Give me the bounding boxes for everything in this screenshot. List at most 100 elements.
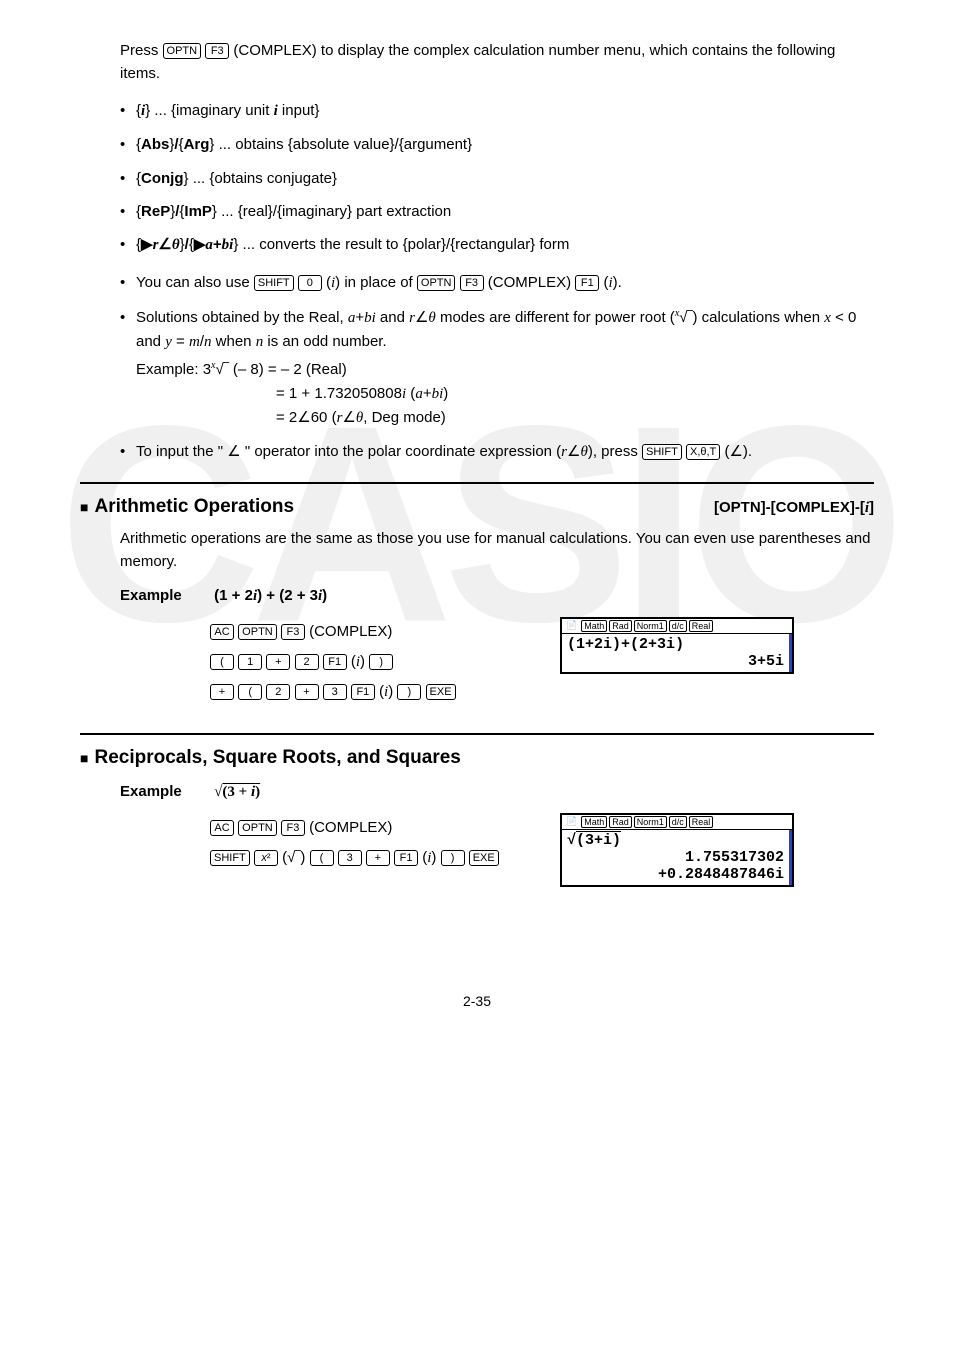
status-chip: Math (581, 620, 607, 632)
divider (80, 733, 874, 735)
key-f1: F1 (351, 684, 375, 700)
status-chip: Real (689, 620, 714, 632)
status-chip: d/c (669, 816, 687, 828)
title-text: Reciprocals, Square Roots, and Squares (94, 747, 460, 769)
status-chip: Rad (609, 816, 632, 828)
calc-body: (1+2i)+(2+3i) 3+5i (562, 634, 792, 672)
section-desc: Arithmetic operations are the same as th… (120, 528, 874, 573)
status-chip: Norm1 (634, 816, 667, 828)
note-text: (COMPLEX) (488, 274, 576, 291)
key-rparen: ) (397, 684, 421, 700)
status-chip: d/c (669, 620, 687, 632)
section-title: ■ Arithmetic Operations (80, 496, 294, 518)
intro-paragraph: Press OPTN F3 (COMPLEX) to display the c… (120, 40, 874, 85)
key-1: 1 (238, 654, 262, 670)
page-number: 2-35 (80, 993, 874, 1009)
key-shift: SHIFT (642, 444, 682, 460)
key-plus: + (366, 850, 390, 866)
menu-item: {i} ... {imaginary unit i input} (120, 99, 874, 123)
example-expr: √(3 + i) (214, 784, 260, 801)
key-3: 3 (323, 684, 347, 700)
key-ac: AC (210, 624, 234, 640)
key-exe: EXE (426, 684, 456, 700)
example-line: = 2∠60 (r∠θ, Deg mode) (276, 406, 874, 430)
key-rparen: ) (369, 654, 393, 670)
menu-item: {▶r∠θ}/{▶a+bi} ... converts the result t… (120, 233, 874, 257)
key-f1: F1 (394, 850, 418, 866)
key-label: (√‾) (282, 849, 305, 866)
key-label: (COMPLEX) (309, 819, 392, 836)
key-label: (i) (351, 653, 365, 670)
example-line: = 1 + 1.732050808i (a+bi) (276, 382, 874, 406)
note-text: (i) in place of (326, 274, 417, 291)
square-icon: ■ (80, 499, 88, 515)
key-rparen: ) (441, 850, 465, 866)
key-shift: SHIFT (254, 275, 294, 291)
key-lparen: ( (210, 654, 234, 670)
calc-entry: √(3+i) (567, 832, 784, 849)
example-expr: (1 + 2i) + (2 + 3i) (214, 587, 327, 605)
key-ac: AC (210, 820, 234, 836)
example-label: Example (120, 587, 210, 604)
note-text: You can also use (136, 274, 254, 291)
key-label: (COMPLEX) (309, 623, 392, 640)
key-plus: + (266, 654, 290, 670)
notes-list: You can also use SHIFT 0 (i) in place of… (120, 271, 874, 464)
note-item: To input the " ∠ " operator into the pol… (120, 440, 874, 464)
note-item: You can also use SHIFT 0 (i) in place of… (120, 271, 874, 295)
calculator-screen: 📄 Math Rad Norm1 d/c Real (1+2i)+(2+3i) … (560, 617, 794, 674)
calc-entry: (1+2i)+(2+3i) (567, 636, 784, 653)
key-f3: F3 (281, 820, 305, 836)
key-3: 3 (338, 850, 362, 866)
example-label: Example (120, 783, 210, 800)
key-optn: OPTN (163, 43, 202, 59)
section-tag: [OPTN]-[COMPLEX]-[i] (714, 499, 874, 517)
section-header: ■Reciprocals, Square Roots, and Squares (80, 747, 874, 769)
note-item: Solutions obtained by the Real, a+bi and… (120, 306, 874, 431)
key-optn: OPTN (238, 624, 277, 640)
key-label: (i) (379, 683, 393, 700)
intro-text-1: Press (120, 42, 163, 59)
calc-status-bar: 📄 Math Rad Norm1 d/c Real (562, 815, 792, 830)
key-f1: F1 (323, 654, 347, 670)
key-f3: F3 (205, 43, 229, 59)
key-label: (i) (422, 849, 436, 866)
example-block: Example √(3 + i) (120, 783, 874, 801)
key-lparen: ( (238, 684, 262, 700)
key-shift: SHIFT (210, 850, 250, 866)
key-optn: OPTN (417, 275, 456, 291)
key-0: 0 (298, 275, 322, 291)
calc-result: 1.755317302 (567, 849, 784, 866)
status-chip: Math (581, 816, 607, 828)
key-plus: + (295, 684, 319, 700)
status-chip: Real (689, 816, 714, 828)
menu-item: {Conjg} ... {obtains conjugate} (120, 167, 874, 190)
status-chip: Rad (609, 620, 632, 632)
key-exe: EXE (469, 850, 499, 866)
status-chip: Norm1 (634, 620, 667, 632)
title-text: Arithmetic Operations (94, 496, 294, 518)
key-xthetat: X,θ,T (686, 444, 720, 460)
key-lparen: ( (310, 850, 334, 866)
calc-result: 3+5i (567, 653, 784, 670)
menu-item: {Abs}/{Arg} ... obtains {absolute value}… (120, 133, 874, 156)
divider (80, 482, 874, 484)
menu-list: {i} ... {imaginary unit i input} {Abs}/{… (120, 99, 874, 257)
key-x2: x² (254, 850, 278, 866)
key-2: 2 (266, 684, 290, 700)
key-plus: + (210, 684, 234, 700)
note-text: (i). (603, 274, 621, 291)
example-line: Example: 3x√‾ (– 8) = – 2 (Real) (136, 358, 874, 382)
key-f3: F3 (281, 624, 305, 640)
calc-status-bar: 📄 Math Rad Norm1 d/c Real (562, 619, 792, 634)
example-block: Example (1 + 2i) + (2 + 3i) (120, 587, 874, 605)
key-f1: F1 (575, 275, 599, 291)
key-2: 2 (295, 654, 319, 670)
menu-item: {ReP}/{ImP} ... {real}/{imaginary} part … (120, 200, 874, 223)
calculator-screen: 📄 Math Rad Norm1 d/c Real √(3+i) 1.75531… (560, 813, 794, 887)
calc-body: √(3+i) 1.755317302 +0.2848487846i (562, 830, 792, 885)
section-title: ■Reciprocals, Square Roots, and Squares (80, 747, 461, 769)
key-optn: OPTN (238, 820, 277, 836)
section-header: ■ Arithmetic Operations [OPTN]-[COMPLEX]-… (80, 496, 874, 518)
calc-result: +0.2848487846i (567, 866, 784, 883)
